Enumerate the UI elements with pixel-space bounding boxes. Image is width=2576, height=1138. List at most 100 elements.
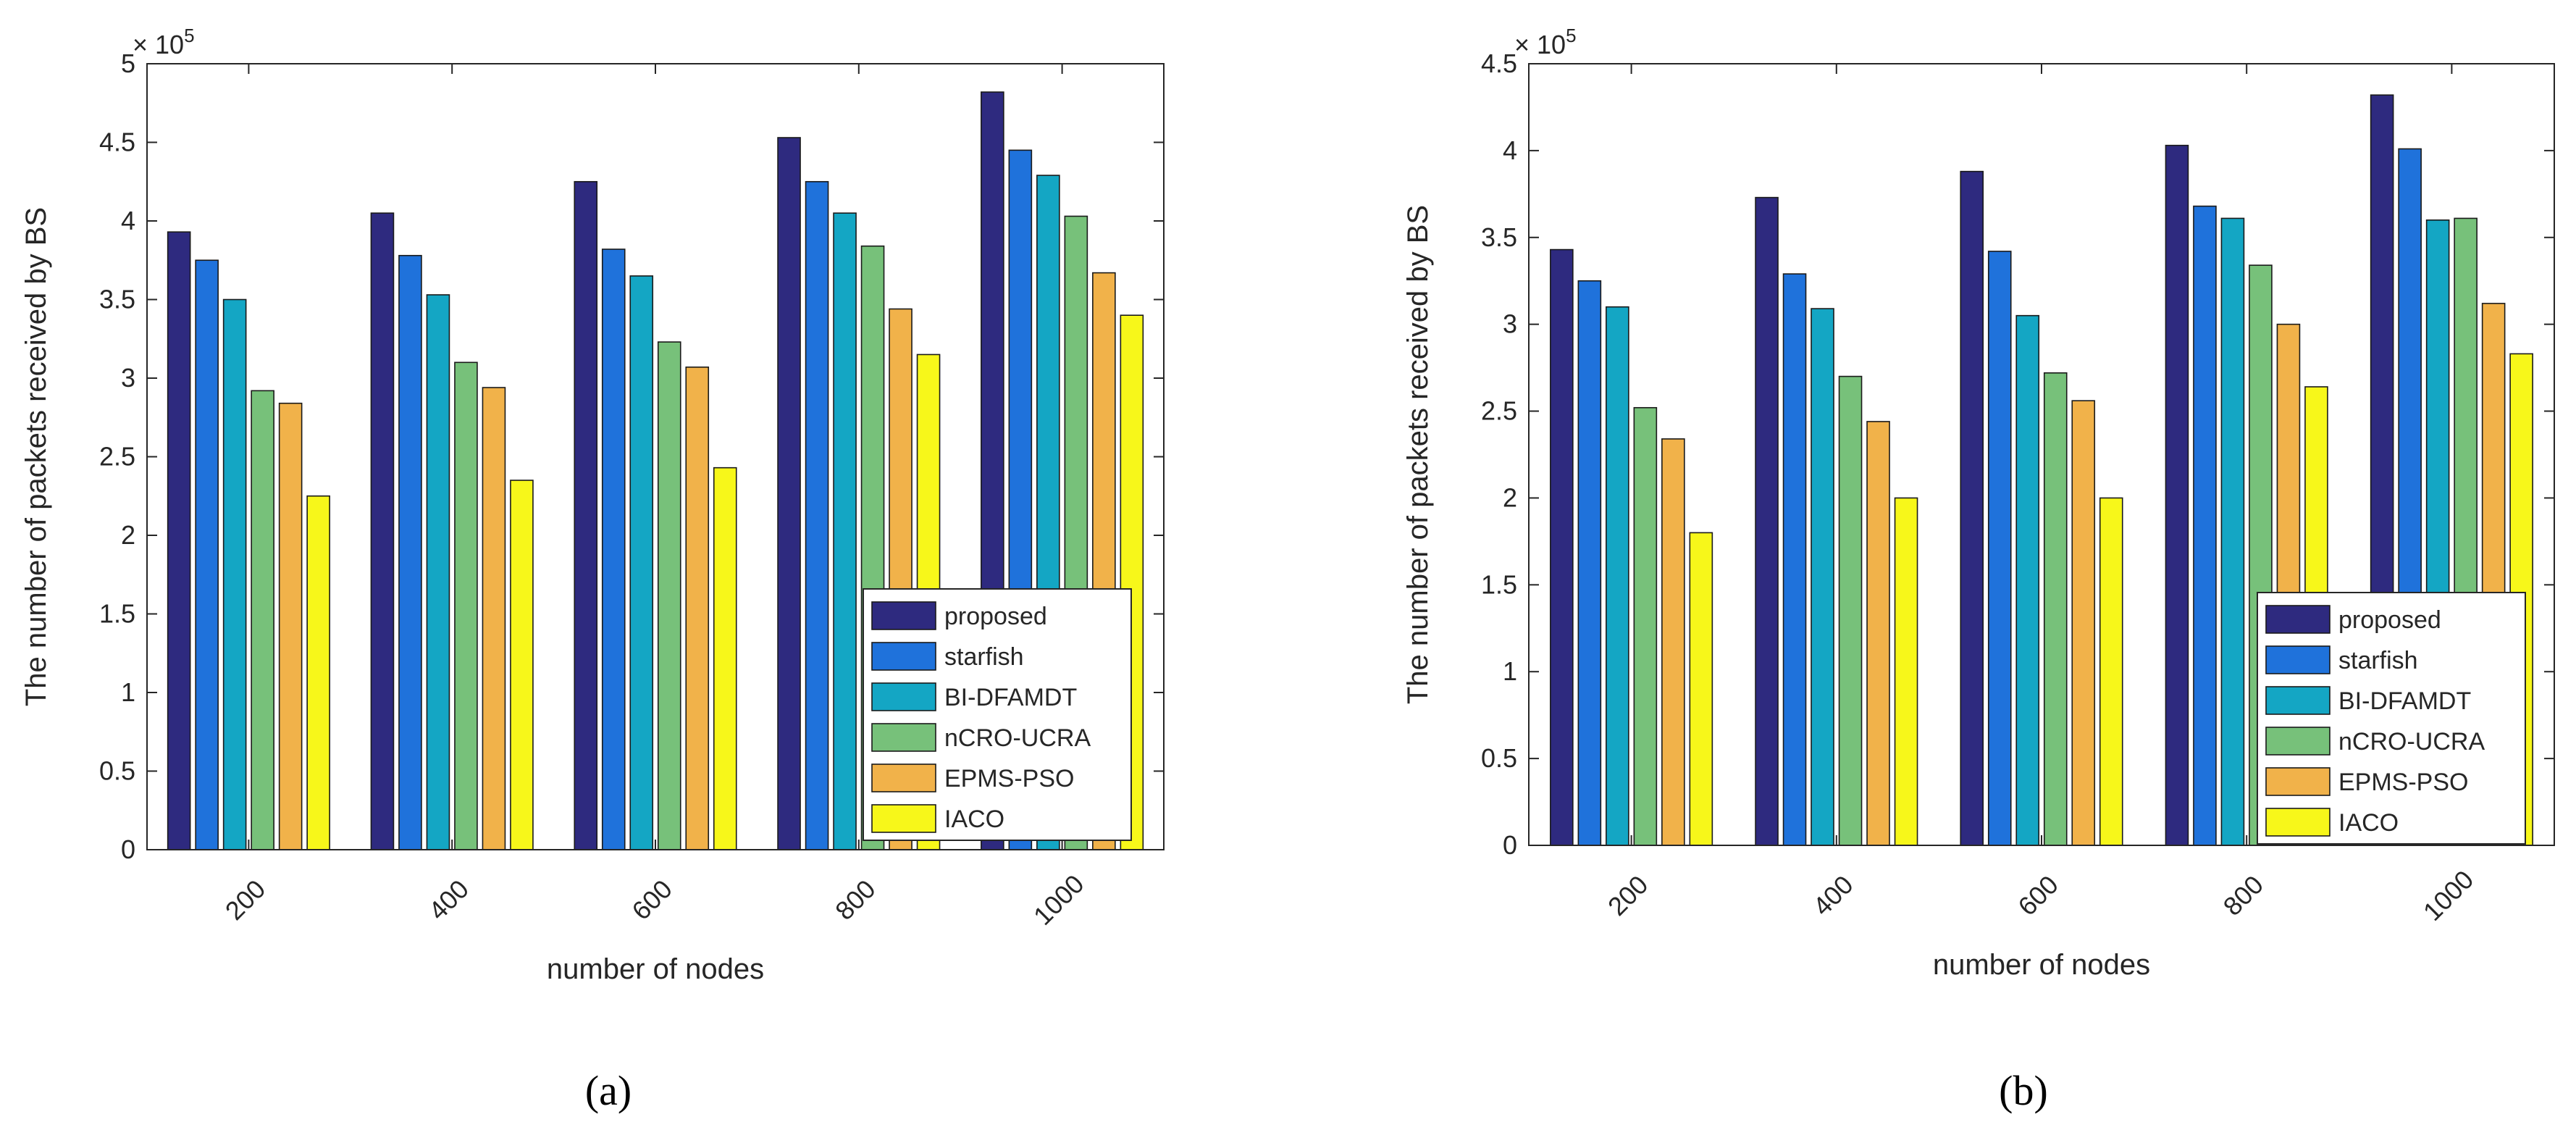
bar-ncro-ucra-200 [251,390,274,850]
bar-starfish-800 [805,180,829,850]
legend-swatch-epms-pso [871,763,936,792]
legend-box [2257,592,2526,845]
bar-ncro-ucra-600 [657,341,681,850]
bar-epms-pso-600 [2071,400,2096,846]
y-tick-label: 3.5 [1481,222,1517,252]
legend-swatch-bi-dfamdt [2265,686,2330,715]
bar-bi-dfamdt-200 [1606,306,1629,846]
chart-b: 0 0.5 1 1.5 2 2.5 3 3.5 4 4.5× 105 200 400 600 800 100… [1402,25,2555,1114]
y-tick-label: 1.5 [99,599,135,629]
bar-ncro-ucra-200 [1633,406,1658,846]
legend-label-starfish: starfish [944,643,1024,671]
y-tick-label: 2 [121,520,135,550]
y-tick-label: 4 [121,206,135,235]
bar-starfish-200 [195,259,219,850]
bar-starfish-400 [398,254,422,850]
y-axis-multiplier: × 105 [1514,25,1577,59]
legend-swatch-epms-pso [2265,767,2330,796]
legend-label-ncro-ucra: nCRO-UCRA [944,724,1091,752]
y-tick-label: 5 [121,49,135,78]
legend-swatch-starfish [871,642,936,671]
bar-bi-dfamdt-400 [426,294,450,850]
legend-swatch-starfish [2265,645,2330,674]
bar-iaco-600 [713,467,737,850]
x-tick-label: 800 [2218,869,2269,921]
y-tick-label: 0 [1503,830,1517,860]
bar-iaco-600 [2099,497,2123,846]
y-tick-label: 1 [121,677,135,707]
bar-epms-pso-200 [278,402,303,850]
legend: proposed starfish BI-DFAMDT nCRO-UCRA EPMS-P… [2257,592,2526,845]
y-tick-label: 2 [1503,482,1517,512]
x-axis-label: number of nodes [547,953,764,985]
x-tick-label: 600 [2012,869,2063,921]
multiplier-base: × 10 [1514,30,1566,59]
legend-label-iaco: IACO [944,806,1004,833]
axes-frame [1528,63,2555,846]
bar-proposed-600 [1960,170,1984,846]
bar-proposed-800 [2165,144,2189,846]
y-tick-label: 2.5 [1481,396,1517,426]
legend-swatch-ncro-ucra [2265,727,2330,756]
figure-caption: (a) [585,1067,632,1114]
bar-epms-pso-400 [482,387,506,850]
bar-iaco-400 [510,480,534,850]
y-tick-label: 0 [121,834,135,864]
bar-bi-dfamdt-800 [2220,217,2245,846]
legend-swatch-bi-dfamdt [871,682,936,711]
legend-swatch-proposed [871,601,936,630]
bar-proposed-600 [574,180,598,850]
bar-bi-dfamdt-600 [2015,314,2040,846]
bar-proposed-400 [1755,196,1779,846]
y-tick-label: 3.5 [99,285,135,314]
bar-ncro-ucra-400 [454,361,478,850]
legend-label-proposed: proposed [2338,606,2441,634]
y-tick-label: 3 [1503,309,1517,339]
x-tick-label: 600 [626,874,677,925]
legend-label-starfish: starfish [2338,647,2418,674]
axes-frame [146,63,1165,850]
x-tick-label: 800 [829,874,881,925]
legend-box [863,588,1132,841]
x-axis-label: number of nodes [1933,949,2150,981]
x-tick-label: 1000 [1028,869,1090,931]
bar-ncro-ucra-600 [2043,372,2068,846]
bar-iaco-400 [1894,497,1918,846]
y-axis-label: The number of packets received by BS [20,207,52,706]
bar-proposed-200 [167,231,191,850]
multiplier-base: × 10 [133,30,184,59]
legend-label-bi-dfamdt: BI-DFAMDT [944,684,1077,711]
y-tick-label: 4.5 [1481,49,1517,78]
chart-a: 0 0.5 1 1.5 2 2.5 3 3.5 4 4.5 5× 105 200 400 600 800 10… [20,25,1165,1114]
bar-epms-pso-400 [1866,421,1890,846]
bar-starfish-600 [601,248,626,850]
y-tick-label: 0.5 [1481,743,1517,773]
bar-iaco-200 [306,495,330,850]
figure-caption: (b) [1999,1067,2048,1114]
y-tick-label: 3 [121,363,135,393]
y-tick-label: 2.5 [99,442,135,472]
y-tick-label: 0.5 [99,756,135,786]
y-axis-label: The number of packets received by BS [1402,205,1434,704]
x-tick-label: 1000 [2417,864,2480,926]
legend-label-proposed: proposed [944,603,1047,630]
bar-bi-dfamdt-800 [833,212,857,850]
x-tick-label: 400 [1807,869,1858,921]
bar-proposed-200 [1550,248,1574,846]
bar-starfish-200 [1577,280,1602,846]
bar-ncro-ucra-400 [1838,375,1863,846]
multiplier-exponent: 5 [1566,25,1576,46]
bar-iaco-200 [1689,532,1713,846]
bar-proposed-400 [370,212,395,850]
x-tick-label: 400 [423,874,474,925]
legend-label-bi-dfamdt: BI-DFAMDT [2338,687,2471,715]
legend-swatch-iaco [2265,808,2330,837]
y-tick-label: 1 [1503,656,1517,686]
x-tick-label: 200 [1602,869,1653,921]
legend-swatch-iaco [871,804,936,833]
legend-swatch-ncro-ucra [871,723,936,752]
x-tick-label: 200 [219,874,271,925]
multiplier-exponent: 5 [184,25,194,46]
legend-swatch-proposed [2265,605,2330,634]
